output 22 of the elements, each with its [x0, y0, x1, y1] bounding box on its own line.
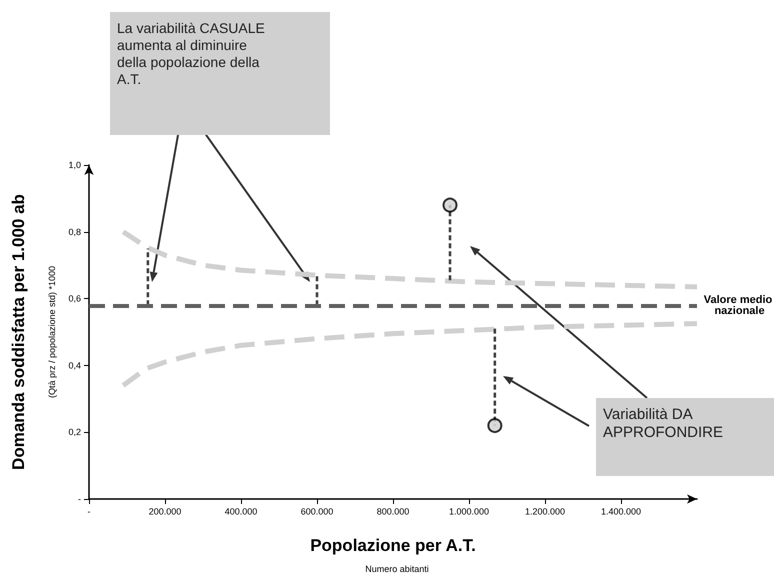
y-tick-label: 0,4	[68, 360, 81, 370]
x-tick-label: -	[88, 506, 90, 516]
y-tick-label: 0,2	[68, 427, 81, 438]
x-tick-label: 800.000	[376, 506, 410, 516]
y-tick-label: 0,8	[68, 226, 81, 237]
text: (Qtà prz / popolazione std) *1000	[47, 266, 57, 398]
x-axis-title: Popolazione per A.T.	[310, 536, 476, 555]
y-axis-title: Domanda soddisfatta per 1.000 ab	[9, 194, 28, 470]
x-tick-label: 600.000	[300, 506, 334, 516]
ref-line-label: Valore medio nazionale	[704, 294, 773, 317]
x-tick-label: 400.000	[224, 506, 258, 516]
annotation: Variabilità DA APPROFONDIRE	[603, 406, 724, 442]
y-tick-label: 1,0	[68, 160, 81, 170]
x-tick-label: 200.000	[148, 506, 182, 516]
text: Numero abitanti	[365, 564, 429, 574]
callout-box: Variabilità DA APPROFONDIRE	[596, 398, 774, 476]
x-tick-label: 1.400.000	[600, 506, 642, 516]
y-tick-label: 0,6	[68, 294, 81, 304]
callout-box: La variabilità CASUALE aumenta al diminuire della popolazione della A.T.	[110, 12, 330, 135]
y-tick-label: -	[78, 494, 81, 504]
x-tick-label: 1.200.000	[524, 506, 566, 516]
x-tick-label: 1.000.000	[448, 506, 490, 516]
